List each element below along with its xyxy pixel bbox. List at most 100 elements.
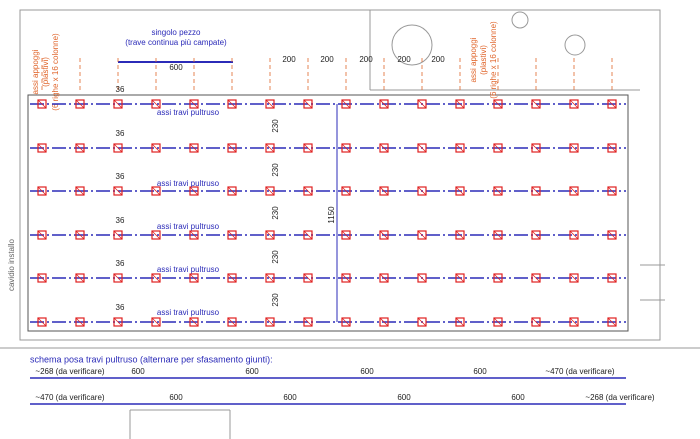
support-cross bbox=[341, 230, 351, 240]
support bbox=[265, 143, 275, 153]
support bbox=[569, 143, 579, 153]
support-cross bbox=[265, 143, 275, 153]
support-cross bbox=[113, 273, 123, 283]
support-cross bbox=[341, 273, 351, 283]
support bbox=[37, 317, 47, 327]
support bbox=[417, 273, 427, 283]
support-cross bbox=[531, 230, 541, 240]
note-length: 600 bbox=[169, 63, 183, 72]
support-cross bbox=[417, 273, 427, 283]
schema-title: schema posa travi pultruso (alternare pe… bbox=[30, 354, 273, 364]
support-text: (plastivi) bbox=[479, 45, 488, 75]
support bbox=[417, 186, 427, 196]
support bbox=[531, 230, 541, 240]
support bbox=[493, 230, 503, 240]
support bbox=[303, 230, 313, 240]
support-cross bbox=[531, 143, 541, 153]
support-cross bbox=[417, 230, 427, 240]
support bbox=[265, 317, 275, 327]
support-cross bbox=[417, 143, 427, 153]
support-cross bbox=[493, 186, 503, 196]
support-cross bbox=[569, 186, 579, 196]
offset-label: 36 bbox=[116, 216, 125, 225]
schema-label: 600 bbox=[473, 367, 487, 376]
support-cross bbox=[113, 99, 123, 109]
support bbox=[151, 230, 161, 240]
support-cross bbox=[569, 273, 579, 283]
support bbox=[417, 230, 427, 240]
support bbox=[37, 273, 47, 283]
support-cross bbox=[379, 143, 389, 153]
support bbox=[493, 317, 503, 327]
support bbox=[379, 143, 389, 153]
total-height: 1150 bbox=[327, 206, 336, 224]
support-cross bbox=[455, 143, 465, 153]
support-cross bbox=[151, 230, 161, 240]
support bbox=[227, 99, 237, 109]
support-cross bbox=[227, 186, 237, 196]
support-cross bbox=[531, 99, 541, 109]
support bbox=[113, 99, 123, 109]
support-cross bbox=[75, 230, 85, 240]
support bbox=[75, 273, 85, 283]
support-cross bbox=[379, 317, 389, 327]
support-cross bbox=[607, 317, 617, 327]
support-cross bbox=[37, 143, 47, 153]
support-cross bbox=[607, 230, 617, 240]
support-cross bbox=[379, 99, 389, 109]
support-cross bbox=[493, 273, 503, 283]
support bbox=[37, 230, 47, 240]
support bbox=[417, 99, 427, 109]
support-cross bbox=[417, 317, 427, 327]
schema-label: 600 bbox=[245, 367, 259, 376]
support-cross bbox=[303, 317, 313, 327]
support bbox=[303, 143, 313, 153]
support-cross bbox=[227, 99, 237, 109]
support bbox=[189, 317, 199, 327]
support-text: (6 righe x 16 colonne) bbox=[489, 21, 498, 99]
support bbox=[531, 317, 541, 327]
support bbox=[607, 317, 617, 327]
support-cross bbox=[189, 186, 199, 196]
support-cross bbox=[265, 230, 275, 240]
schema-label: ~470 (da verificare) bbox=[545, 367, 614, 376]
support bbox=[189, 143, 199, 153]
offset-label: 36 bbox=[116, 259, 125, 268]
support-cross bbox=[379, 273, 389, 283]
support bbox=[531, 99, 541, 109]
support bbox=[303, 99, 313, 109]
support bbox=[493, 143, 503, 153]
support bbox=[303, 317, 313, 327]
support-cross bbox=[341, 186, 351, 196]
support-cross bbox=[151, 99, 161, 109]
support bbox=[189, 99, 199, 109]
support bbox=[227, 143, 237, 153]
support bbox=[189, 230, 199, 240]
support bbox=[531, 186, 541, 196]
support-cross bbox=[37, 273, 47, 283]
support-cross bbox=[75, 99, 85, 109]
support bbox=[607, 273, 617, 283]
support bbox=[379, 317, 389, 327]
support bbox=[569, 230, 579, 240]
support-cross bbox=[113, 143, 123, 153]
note-title: singolo pezzo bbox=[152, 28, 201, 37]
support bbox=[569, 186, 579, 196]
support bbox=[569, 317, 579, 327]
spacing-label: 200 bbox=[431, 55, 445, 64]
support-cross bbox=[531, 186, 541, 196]
side-note: cavidio installo bbox=[7, 238, 16, 291]
row-spacing-label: 230 bbox=[271, 206, 280, 220]
support-cross bbox=[455, 186, 465, 196]
support-cross bbox=[37, 230, 47, 240]
support bbox=[341, 317, 351, 327]
supports-right: assi appoggi (plastivi) (6 righe x 16 co… bbox=[469, 21, 498, 99]
support bbox=[113, 143, 123, 153]
support bbox=[227, 230, 237, 240]
support bbox=[455, 317, 465, 327]
support-cross bbox=[531, 317, 541, 327]
support-cross bbox=[265, 273, 275, 283]
support-cross bbox=[493, 230, 503, 240]
support bbox=[265, 186, 275, 196]
